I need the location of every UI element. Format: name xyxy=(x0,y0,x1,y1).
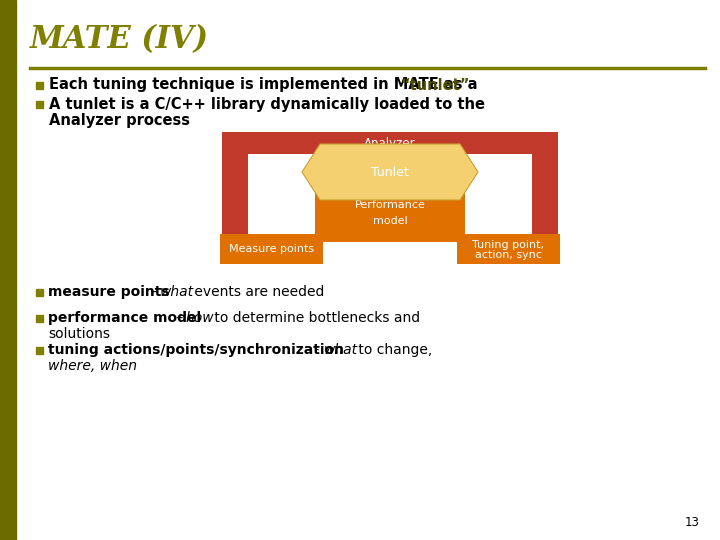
Bar xyxy=(36,315,43,322)
Text: MATE (IV): MATE (IV) xyxy=(30,24,209,56)
Text: -: - xyxy=(310,343,323,357)
Bar xyxy=(36,289,43,296)
Text: solutions: solutions xyxy=(48,327,110,341)
Text: to determine bottlenecks and: to determine bottlenecks and xyxy=(210,311,420,325)
Text: –: – xyxy=(146,285,161,299)
Text: model: model xyxy=(373,216,408,226)
Text: to change,: to change, xyxy=(354,343,432,357)
Bar xyxy=(36,347,43,354)
Bar xyxy=(36,101,43,108)
Bar xyxy=(220,234,323,264)
Text: action, sync: action, sync xyxy=(475,250,542,260)
Text: tuning actions/points/synchronization: tuning actions/points/synchronization xyxy=(48,343,344,357)
Bar xyxy=(457,234,560,264)
Text: Tuning point,: Tuning point, xyxy=(472,240,544,249)
Text: Performance: Performance xyxy=(354,200,426,210)
Text: what: what xyxy=(160,285,194,299)
Text: what: what xyxy=(324,343,358,357)
Bar xyxy=(222,154,248,262)
Text: Analyzer: Analyzer xyxy=(364,137,416,150)
Text: Tunlet: Tunlet xyxy=(371,165,409,179)
Text: measure points: measure points xyxy=(48,285,170,299)
Text: Analyzer process: Analyzer process xyxy=(49,112,190,127)
Text: Each tuning technique is implemented in MATE as a: Each tuning technique is implemented in … xyxy=(49,78,482,92)
Text: events are needed: events are needed xyxy=(190,285,325,299)
Bar xyxy=(532,154,558,262)
Text: 13: 13 xyxy=(685,516,700,529)
Bar xyxy=(315,182,465,242)
Text: Measure points: Measure points xyxy=(229,244,314,254)
Text: how: how xyxy=(186,311,215,325)
Bar xyxy=(222,132,558,154)
Bar xyxy=(0,0,16,540)
Polygon shape xyxy=(302,144,478,200)
Text: performance model: performance model xyxy=(48,311,201,325)
Text: –: – xyxy=(172,311,188,325)
Text: A tunlet is a C/C++ library dynamically loaded to the: A tunlet is a C/C++ library dynamically … xyxy=(49,97,485,111)
Text: “tunlet”: “tunlet” xyxy=(401,78,470,92)
Text: where, when: where, when xyxy=(48,359,137,373)
Bar xyxy=(36,82,43,89)
